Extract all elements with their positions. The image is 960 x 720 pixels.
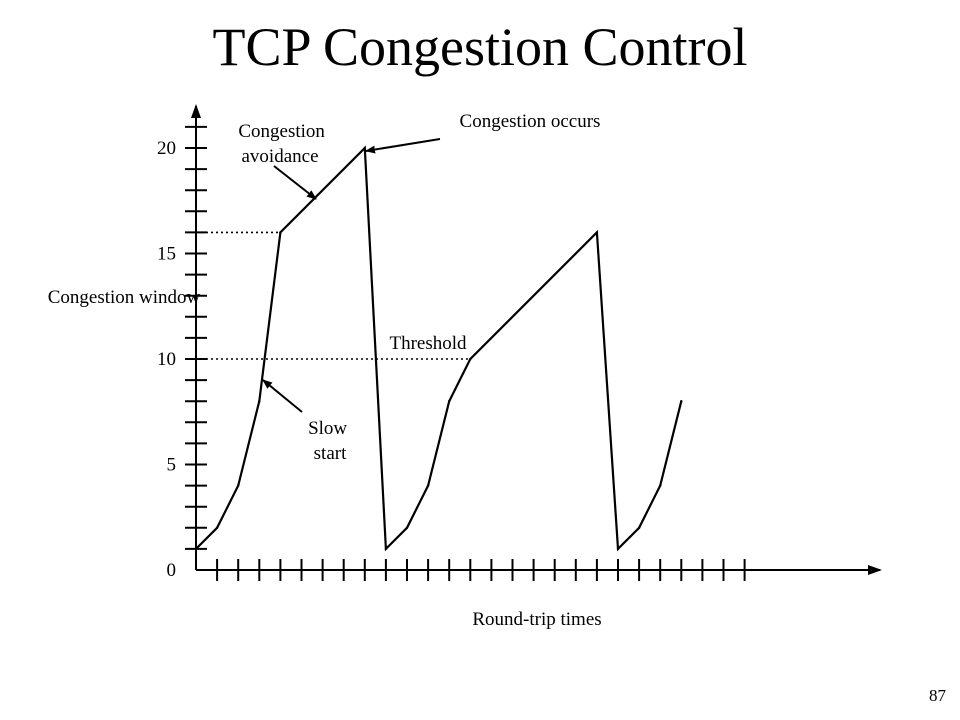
threshold-lines — [196, 231, 471, 360]
y-axis-tick-labels: 0 5 10 15 20 — [157, 138, 176, 581]
y-axis-ticks — [185, 125, 207, 550]
annotation-slow-start: Slow start — [308, 418, 352, 464]
data-point — [616, 547, 620, 551]
data-point — [637, 526, 641, 529]
data-point — [279, 231, 282, 234]
data-point — [237, 484, 240, 487]
data-point — [215, 526, 219, 529]
series-layer — [194, 145, 683, 552]
arrow-slow-start — [262, 379, 303, 413]
data-point — [363, 146, 366, 150]
page-number: 87 — [929, 686, 946, 705]
x-axis-label: Round-trip times — [472, 609, 601, 630]
x-axis-ticks — [216, 559, 746, 581]
y-tick-label: 10 — [157, 349, 176, 370]
data-point — [595, 231, 599, 234]
arrow-congestion-avoidance — [273, 165, 317, 200]
data-point — [659, 484, 662, 487]
annotation-congestion-avoidance: Congestion avoidance — [238, 121, 329, 167]
data-point — [405, 526, 409, 529]
data-point — [448, 400, 451, 403]
y-tick-label: 15 — [157, 244, 176, 265]
data-point — [384, 547, 388, 551]
annotation-congestion-occurs: Congestion occurs — [460, 111, 601, 132]
data-point — [426, 484, 430, 487]
annotation-threshold: Threshold — [389, 333, 467, 354]
y-axis-label: Congestion window — [48, 287, 201, 308]
slide-title: TCP Congestion Control — [212, 17, 748, 77]
y-tick-label: 5 — [167, 455, 177, 476]
data-point — [680, 400, 683, 403]
y-tick-label: 20 — [157, 138, 176, 159]
arrow-congestion-occurs — [365, 138, 441, 154]
y-tick-label: 0 — [167, 560, 177, 581]
data-point — [469, 357, 472, 361]
data-point — [194, 547, 198, 551]
series-line-congestion-window — [195, 145, 683, 552]
data-point — [258, 400, 261, 403]
